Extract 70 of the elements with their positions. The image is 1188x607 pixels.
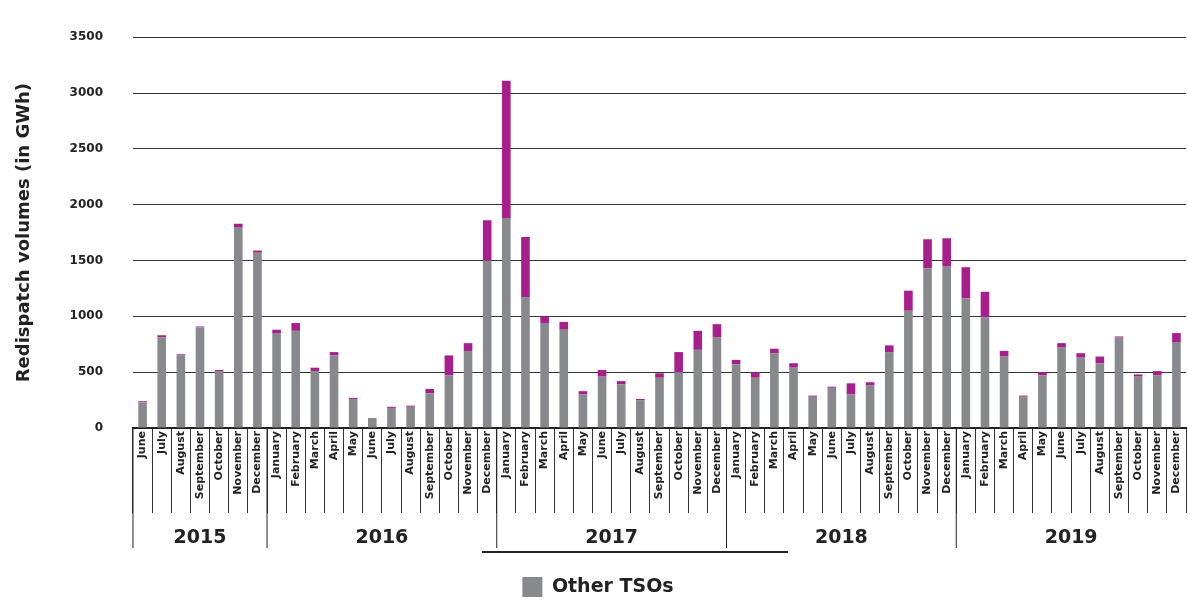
text: 2015 — [173, 524, 227, 547]
text: 2016 — [355, 524, 409, 547]
x-tick-label: January — [958, 431, 972, 480]
x-tick-label: February — [748, 431, 762, 487]
x-tick-label: May — [1035, 431, 1049, 457]
y-tick-label: 0 — [94, 420, 103, 435]
y-tick-label: 2000 — [69, 196, 103, 211]
x-tick-label: August — [633, 431, 647, 475]
x-tick-label: July — [614, 431, 628, 455]
text: 2018 — [814, 524, 868, 547]
x-tick-label: April — [556, 431, 570, 461]
x-tick-label: September — [882, 430, 896, 500]
x-tick-label: February — [518, 431, 532, 487]
x-tick-label: August — [403, 431, 417, 475]
x-tick-label: July — [1073, 431, 1087, 455]
x-tick-label: November — [920, 430, 934, 495]
x-tick-label: February — [977, 431, 991, 487]
text: 2017 — [585, 524, 639, 547]
y-tick-label: 3500 — [69, 29, 103, 44]
y-tick-label: 1500 — [69, 252, 103, 267]
x-tick-label: December — [250, 430, 264, 494]
x-tick-label: April — [786, 431, 800, 461]
x-tick-label: June — [824, 431, 838, 460]
x-tick-label: December — [709, 430, 723, 494]
x-tick-label: February — [288, 431, 302, 487]
x-tick-label: December — [939, 430, 953, 494]
x-tick-label: November — [690, 430, 704, 495]
x-tick-label: September — [422, 430, 436, 500]
x-tick-label: March — [537, 431, 551, 470]
x-tick-label: March — [996, 431, 1010, 470]
x-tick-label: August — [1092, 431, 1106, 475]
x-tick-label: June — [365, 431, 379, 460]
x-tick-label: January — [269, 431, 283, 480]
x-tick-label: January — [499, 431, 513, 480]
x-tick-label: July — [384, 431, 398, 455]
x-tick-label: June — [135, 431, 149, 460]
x-tick-label: January — [728, 431, 742, 480]
x-tick-label: March — [307, 431, 321, 470]
x-tick-label: March — [767, 431, 781, 470]
x-tick-label: September — [652, 430, 666, 500]
y-axis-title: Redispatch volumes (in GWh) — [12, 82, 34, 383]
x-tick-label: April — [1016, 431, 1030, 461]
x-tick-label: November — [460, 430, 474, 495]
x-tick-label: May — [575, 431, 589, 457]
x-tick-label: July — [843, 431, 857, 455]
x-tick-label: October — [671, 430, 685, 481]
x-tick-label: July — [154, 431, 168, 455]
x-tick-label: November — [231, 430, 245, 495]
x-tick-label: June — [1054, 431, 1068, 460]
x-tick-label: November — [1150, 430, 1164, 495]
x-tick-label: October — [901, 430, 915, 481]
y-tick-label: 2500 — [69, 140, 103, 155]
x-tick-label: December — [1169, 430, 1183, 494]
x-tick-label: September — [192, 430, 206, 500]
x-tick-label: June — [594, 431, 608, 460]
x-tick-label: August — [173, 431, 187, 475]
x-tick-label: October — [212, 430, 226, 481]
x-tick-label: October — [441, 430, 455, 481]
y-tick-label: 1000 — [69, 308, 103, 323]
x-tick-label: May — [346, 431, 360, 457]
x-tick-label: December — [480, 430, 494, 494]
x-tick-label: October — [1131, 430, 1144, 481]
y-tick-label: 500 — [77, 364, 103, 379]
y-tick-label: 3000 — [69, 85, 103, 100]
x-tick-label: September — [1111, 430, 1125, 500]
x-tick-label: May — [805, 431, 819, 457]
x-tick-label: August — [862, 431, 876, 475]
x-tick-label: April — [326, 431, 340, 461]
legend-label: Other TSOs — [551, 573, 674, 596]
text: 2019 — [1044, 524, 1098, 547]
